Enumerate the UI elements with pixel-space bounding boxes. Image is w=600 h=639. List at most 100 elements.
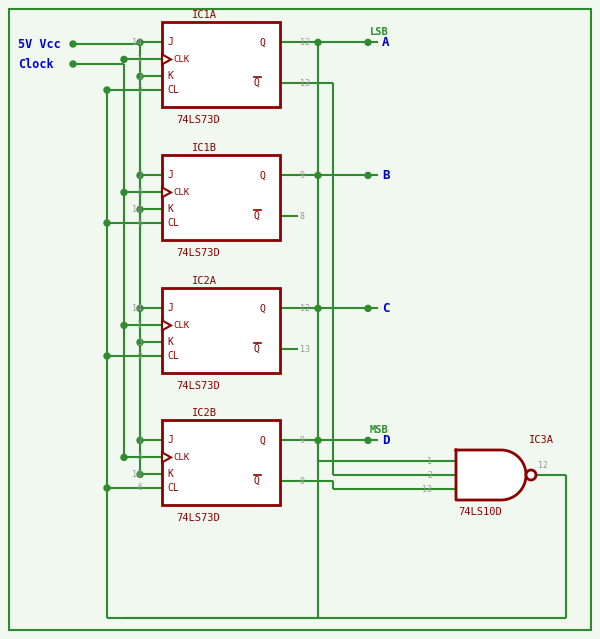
Text: 5: 5 (137, 453, 142, 462)
Circle shape (365, 438, 371, 443)
FancyBboxPatch shape (162, 22, 280, 107)
Text: IC3A: IC3A (529, 435, 554, 445)
Text: MSB: MSB (370, 426, 389, 435)
Text: 1: 1 (137, 321, 142, 330)
Circle shape (137, 173, 143, 178)
Circle shape (121, 56, 127, 63)
Text: IC2A: IC2A (192, 276, 217, 286)
Circle shape (121, 323, 127, 328)
Circle shape (315, 438, 321, 443)
Text: 8: 8 (300, 477, 305, 486)
Text: CLK: CLK (173, 55, 189, 64)
Polygon shape (162, 54, 171, 65)
Text: Q: Q (254, 212, 260, 221)
Circle shape (70, 41, 76, 47)
Text: 10: 10 (132, 205, 142, 214)
Text: D: D (382, 434, 389, 447)
Text: J: J (167, 304, 173, 313)
FancyBboxPatch shape (9, 9, 591, 630)
Circle shape (104, 87, 110, 93)
Text: B: B (382, 169, 389, 182)
Text: 12: 12 (300, 304, 310, 313)
Text: Q: Q (254, 476, 260, 486)
Text: 5V Vcc: 5V Vcc (18, 38, 61, 50)
Polygon shape (162, 320, 171, 330)
Text: CLK: CLK (173, 453, 189, 462)
Text: J: J (167, 38, 173, 47)
Text: CL: CL (167, 85, 179, 95)
Text: CL: CL (167, 483, 179, 493)
Text: 74LS73D: 74LS73D (176, 381, 220, 391)
Text: J: J (167, 171, 173, 180)
Text: Clock: Clock (18, 58, 53, 70)
Text: 2: 2 (427, 470, 432, 479)
Circle shape (315, 173, 321, 178)
Circle shape (121, 454, 127, 461)
Circle shape (526, 470, 536, 480)
Circle shape (137, 40, 143, 45)
Text: J: J (167, 435, 173, 445)
Circle shape (104, 485, 110, 491)
Text: 1: 1 (137, 55, 142, 64)
Circle shape (365, 305, 371, 311)
Text: K: K (167, 470, 173, 479)
Text: 5: 5 (137, 188, 142, 197)
Text: 6: 6 (137, 219, 142, 227)
Circle shape (137, 339, 143, 346)
Text: 12: 12 (538, 461, 548, 470)
Text: IC1A: IC1A (192, 10, 217, 20)
Circle shape (315, 40, 321, 45)
Text: 9: 9 (300, 171, 305, 180)
FancyBboxPatch shape (162, 155, 280, 240)
Text: 1: 1 (427, 456, 432, 465)
Text: K: K (167, 72, 173, 81)
Polygon shape (162, 452, 171, 463)
Circle shape (121, 189, 127, 196)
Text: CL: CL (167, 351, 179, 361)
Text: Q: Q (260, 435, 266, 445)
Text: 74LS10D: 74LS10D (458, 507, 502, 517)
Text: Q: Q (260, 171, 266, 180)
Text: CL: CL (167, 218, 179, 228)
Text: 13: 13 (300, 79, 310, 88)
Text: 13: 13 (422, 484, 432, 493)
Polygon shape (456, 450, 526, 500)
Text: 8: 8 (300, 212, 305, 220)
Text: Q: Q (254, 344, 260, 354)
Text: 7: 7 (137, 436, 142, 445)
Text: Q: Q (254, 78, 260, 88)
Circle shape (137, 73, 143, 79)
Text: Q: Q (260, 38, 266, 47)
Circle shape (137, 206, 143, 212)
Text: CLK: CLK (173, 188, 189, 197)
FancyBboxPatch shape (162, 420, 280, 505)
FancyBboxPatch shape (162, 288, 280, 373)
Text: K: K (167, 337, 173, 348)
Text: 74LS73D: 74LS73D (176, 513, 220, 523)
Text: IC2B: IC2B (192, 408, 217, 418)
Text: 12: 12 (300, 38, 310, 47)
Text: 7: 7 (137, 171, 142, 180)
Circle shape (137, 472, 143, 477)
Text: Q: Q (260, 304, 266, 313)
Text: 2: 2 (137, 86, 142, 95)
Text: 10: 10 (132, 470, 142, 479)
Circle shape (315, 305, 321, 311)
Circle shape (104, 353, 110, 359)
Text: A: A (382, 36, 389, 49)
Text: 3: 3 (137, 338, 142, 347)
Text: 6: 6 (137, 484, 142, 493)
Circle shape (137, 305, 143, 311)
Circle shape (104, 220, 110, 226)
Text: 74LS73D: 74LS73D (176, 248, 220, 258)
Circle shape (70, 61, 76, 67)
Text: C: C (382, 302, 389, 315)
Text: K: K (167, 204, 173, 215)
Circle shape (365, 40, 371, 45)
Text: 14: 14 (132, 304, 142, 313)
Text: 9: 9 (300, 436, 305, 445)
Text: 14: 14 (132, 38, 142, 47)
Circle shape (365, 173, 371, 178)
Text: 74LS73D: 74LS73D (176, 115, 220, 125)
Text: 2: 2 (137, 351, 142, 360)
